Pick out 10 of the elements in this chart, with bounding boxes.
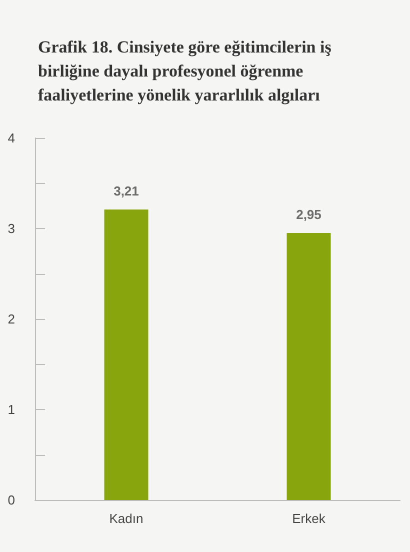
data-label: 2,95: [296, 207, 322, 222]
y-tick-label: 0: [8, 492, 15, 508]
data-label: 3,21: [114, 183, 139, 198]
y-tick-label: 4: [8, 130, 15, 146]
x-tick-label: Kadın: [109, 511, 144, 526]
x-tick-label: Erkek: [292, 511, 326, 526]
y-tick-label: 2: [8, 312, 15, 326]
chart-title: Grafik 18. Cinsiyete göre eğitimcilerin iş birliğine dayalı profesyonel öğrenme faaliyetlerine yönelik yararlılık algıları: [38, 38, 336, 104]
y-tick-label: 1: [8, 402, 15, 417]
y-tick-label: 3: [8, 221, 15, 236]
